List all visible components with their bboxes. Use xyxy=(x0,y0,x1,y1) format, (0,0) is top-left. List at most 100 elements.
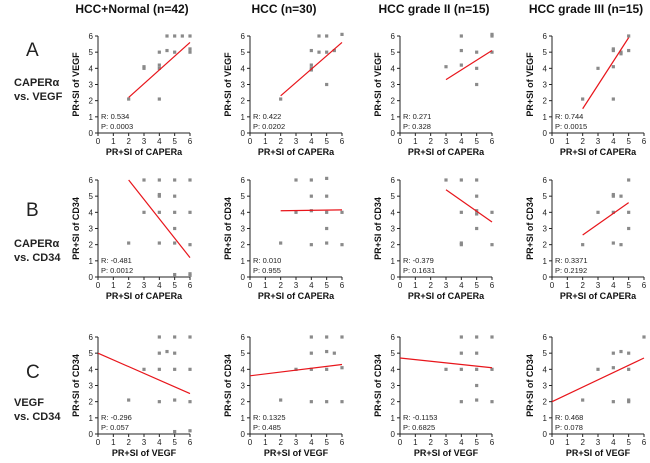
data-point xyxy=(173,50,177,54)
x-tick-label: 2 xyxy=(126,281,131,290)
data-point xyxy=(157,367,161,371)
data-point xyxy=(325,226,329,231)
data-point xyxy=(173,429,177,434)
x-tick-label: 2 xyxy=(278,281,283,290)
y-tick-label: 5 xyxy=(391,349,396,358)
data-point xyxy=(180,34,184,38)
y-tick-label: 6 xyxy=(543,333,548,342)
data-point xyxy=(142,367,146,371)
x-tick-label: 1 xyxy=(111,137,116,146)
y-tick-label: 0 xyxy=(543,129,548,138)
x-tick-label: 6 xyxy=(642,137,647,146)
y-tick-label: 3 xyxy=(391,382,396,391)
data-point xyxy=(173,226,177,231)
r-value-label: R: 0.744 xyxy=(555,112,583,121)
y-tick-label: 4 xyxy=(89,365,94,374)
data-point xyxy=(340,243,344,247)
data-point xyxy=(490,367,494,371)
data-point xyxy=(475,50,479,54)
scatter-panel-b-1: 0 1 2 3 4 5 6 0 1 2 3 4 5 6 PR+SI of CAPERa PR+SI of CD… xyxy=(71,176,193,301)
regression-line xyxy=(399,357,493,369)
y-axis-label: PR+SI of VEGF xyxy=(525,52,535,117)
y-tick-label: 1 xyxy=(391,414,396,423)
y-tick-label: 6 xyxy=(89,333,94,342)
y-tick-label: 6 xyxy=(391,32,396,41)
data-point xyxy=(490,34,494,38)
y-tick-label: 2 xyxy=(89,241,94,250)
y-tick-label: 5 xyxy=(241,48,246,57)
x-tick-label: 3 xyxy=(142,438,147,447)
x-tick-label: 0 xyxy=(550,137,555,146)
row-label-b: CAPERα vs. CD34 xyxy=(14,237,60,265)
x-tick-label: 3 xyxy=(596,438,601,447)
y-tick-label: 6 xyxy=(543,32,548,41)
y-tick-label: 4 xyxy=(89,64,94,73)
x-tick-label: 1 xyxy=(263,281,268,290)
y-axis-label: PR+SI of CD34 xyxy=(525,197,535,260)
p-value-label: P: 0.955 xyxy=(253,266,281,275)
row-label-c-line2: vs. CD34 xyxy=(14,411,61,423)
y-tick-label: 3 xyxy=(89,225,94,234)
x-tick-label: 1 xyxy=(413,438,418,447)
y-tick-label: 4 xyxy=(391,64,396,73)
data-point xyxy=(173,272,177,277)
y-tick-label: 2 xyxy=(89,398,94,407)
y-axis-label: PR+SI of VEGF xyxy=(223,52,233,117)
x-tick-label: 4 xyxy=(157,281,162,290)
x-tick-label: 3 xyxy=(444,438,449,447)
data-point xyxy=(627,398,631,402)
data-point xyxy=(188,178,192,182)
y-tick-label: 2 xyxy=(543,97,548,106)
x-tick-label: 1 xyxy=(111,281,116,290)
data-point xyxy=(309,351,313,355)
data-point xyxy=(611,241,615,245)
regression-line xyxy=(445,50,493,81)
y-tick-label: 3 xyxy=(543,81,548,90)
data-point xyxy=(475,212,479,216)
y-tick-label: 1 xyxy=(543,257,548,266)
data-point xyxy=(475,66,479,70)
data-point xyxy=(157,63,161,67)
data-point xyxy=(157,400,161,404)
data-point xyxy=(325,34,329,38)
data-point xyxy=(490,210,494,214)
data-point xyxy=(475,178,479,182)
y-tick-label: 0 xyxy=(241,273,246,282)
data-point xyxy=(596,66,600,70)
y-tick-label: 6 xyxy=(241,32,246,41)
regression-line xyxy=(128,179,191,258)
x-tick-label: 5 xyxy=(324,137,329,146)
y-tick-label: 3 xyxy=(241,225,246,234)
y-tick-label: 1 xyxy=(89,414,94,423)
data-point xyxy=(309,66,313,70)
x-tick-label: 0 xyxy=(398,438,403,447)
data-point xyxy=(581,97,585,101)
data-point xyxy=(309,194,313,198)
data-point xyxy=(611,65,615,69)
data-point xyxy=(444,178,448,182)
data-point xyxy=(325,241,329,245)
data-point xyxy=(332,351,336,355)
x-tick-label: 1 xyxy=(263,438,268,447)
x-axis-label: PR+SI of VEGF xyxy=(112,448,177,458)
data-point xyxy=(475,194,479,198)
y-tick-label: 3 xyxy=(89,81,94,90)
data-point xyxy=(444,65,448,69)
p-value-label: P: 0.328 xyxy=(403,122,431,131)
x-axis-label: PR+SI of CAPERa xyxy=(560,147,637,157)
data-point xyxy=(490,335,494,339)
x-tick-label: 0 xyxy=(96,438,101,447)
data-point xyxy=(317,34,321,38)
data-point xyxy=(157,192,161,197)
scatter-panel-b-2: 0 1 2 3 4 5 6 0 1 2 3 4 5 6 PR+SI of CAPERa PR+SI of CD… xyxy=(223,176,345,301)
y-tick-label: 2 xyxy=(241,241,246,250)
y-tick-label: 2 xyxy=(543,241,548,250)
column-title-hcc-normal: HCC+Normal (n=42) xyxy=(75,2,189,16)
data-point xyxy=(611,192,615,197)
data-point xyxy=(188,34,192,38)
row-label-b-line2: vs. CD34 xyxy=(14,252,61,264)
x-tick-label: 0 xyxy=(248,137,253,146)
data-point xyxy=(173,194,177,198)
data-point xyxy=(475,383,479,388)
data-point xyxy=(279,241,283,245)
